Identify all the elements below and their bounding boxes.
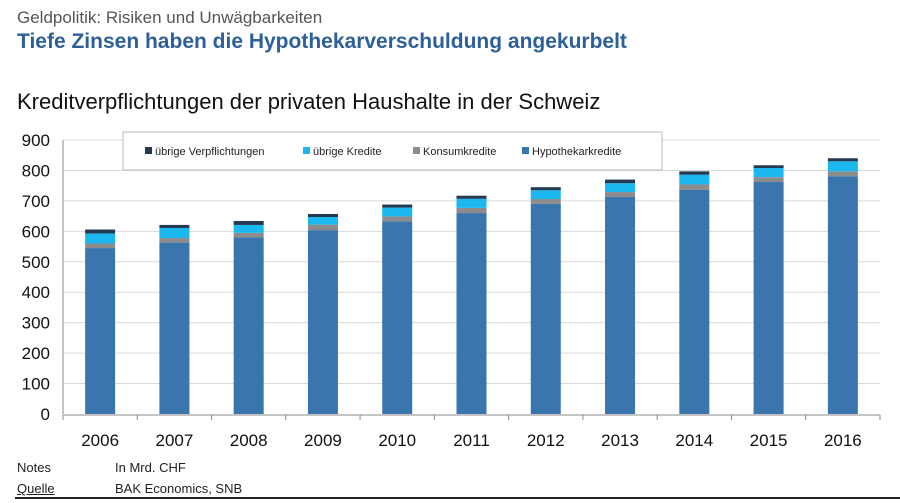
source-label: Quelle	[17, 481, 55, 496]
legend-label: Hypothekarkredite	[532, 146, 621, 158]
legend-swatch	[145, 147, 152, 154]
legend-swatch	[303, 147, 310, 154]
bar-segment-konsumkredite	[85, 243, 116, 249]
x-tick-label: 2006	[81, 431, 119, 450]
bar-segment-hypothekarkredite	[307, 230, 338, 414]
notes-label: Notes	[17, 460, 51, 475]
bar-segment-übrige-kredite	[753, 168, 784, 178]
bar-segment-konsumkredite	[827, 171, 858, 177]
x-tick-label: 2016	[824, 431, 862, 450]
bar-segment-konsumkredite	[605, 192, 636, 197]
bar-segment-hypothekarkredite	[605, 196, 636, 414]
x-tick-label: 2012	[527, 431, 565, 450]
y-tick-label: 600	[22, 222, 50, 241]
legend-swatch	[522, 147, 529, 154]
chart-title: Kreditverpflichtungen der privaten Haush…	[17, 89, 601, 114]
bar-segment-hypothekarkredite	[679, 189, 710, 414]
bar-segment-hypothekarkredite	[827, 176, 858, 414]
bar-segment-hypothekarkredite	[159, 242, 190, 414]
bar-segment-übrige-verpflichtungen	[753, 165, 784, 169]
bar-segment-konsumkredite	[679, 184, 710, 190]
bar-segment-übrige-kredite	[456, 198, 487, 208]
bar-segment-übrige-verpflichtungen	[456, 195, 487, 199]
legend-label: übrige Kredite	[313, 146, 382, 158]
bar-segment-hypothekarkredite	[85, 248, 116, 414]
legend-label: übrige Verpflichtungen	[155, 146, 264, 158]
bar-segment-konsumkredite	[307, 224, 338, 231]
x-tick-label: 2010	[378, 431, 416, 450]
bar-segment-hypothekarkredite	[233, 237, 264, 414]
bar-segment-übrige-verpflichtungen	[307, 213, 338, 218]
bar-segment-übrige-verpflichtungen	[382, 204, 413, 208]
x-tick-label: 2011	[453, 431, 490, 450]
x-tick-label: 2008	[230, 431, 268, 450]
bottom-rule	[15, 497, 900, 499]
bar-segment-konsumkredite	[753, 177, 784, 183]
bar-segment-übrige-kredite	[605, 183, 636, 193]
x-tick-label: 2013	[601, 431, 639, 450]
headline: Tiefe Zinsen haben die Hypothekarverschu…	[17, 30, 627, 53]
y-tick-label: 200	[22, 344, 50, 363]
bar-segment-übrige-verpflichtungen	[85, 229, 116, 234]
bar-segment-übrige-kredite	[233, 224, 264, 233]
bar-segment-hypothekarkredite	[456, 213, 487, 414]
bar-segment-übrige-kredite	[679, 174, 710, 185]
y-tick-label: 900	[22, 131, 50, 150]
y-tick-label: 400	[22, 283, 50, 302]
bar-segment-hypothekarkredite	[382, 221, 413, 414]
bar-segment-konsumkredite	[456, 207, 487, 214]
bar-segment-übrige-verpflichtungen	[679, 171, 710, 175]
legend-swatch	[413, 147, 420, 154]
bar-segment-konsumkredite	[159, 238, 190, 243]
y-tick-label: 0	[41, 405, 50, 424]
bar-segment-konsumkredite	[382, 216, 413, 222]
bar-segment-übrige-verpflichtungen	[233, 220, 264, 225]
y-tick-label: 300	[22, 314, 50, 333]
bar-segment-übrige-verpflichtungen	[530, 187, 561, 191]
bar-segment-übrige-verpflichtungen	[827, 158, 858, 162]
bar-segment-hypothekarkredite	[753, 182, 784, 414]
bar-segment-hypothekarkredite	[530, 203, 561, 414]
legend-label: Konsumkredite	[423, 146, 496, 158]
x-tick-label: 2014	[675, 431, 713, 450]
x-tick-label: 2009	[304, 431, 342, 450]
y-tick-label: 700	[22, 192, 50, 211]
bar-segment-übrige-kredite	[382, 207, 413, 217]
kicker: Geldpolitik: Risiken und Unwägbarkeiten	[17, 8, 323, 27]
bar-segment-übrige-verpflichtungen	[605, 179, 636, 184]
bar-segment-übrige-kredite	[827, 161, 858, 172]
x-tick-label: 2015	[750, 431, 788, 450]
bar-segment-übrige-kredite	[307, 217, 338, 225]
bar-segment-übrige-verpflichtungen	[159, 224, 190, 228]
bar-segment-übrige-kredite	[159, 227, 190, 239]
legend-box	[122, 131, 663, 171]
source-value: BAK Economics, SNB	[115, 481, 243, 496]
x-tick-label: 2007	[155, 431, 193, 450]
y-tick-label: 800	[22, 161, 50, 180]
bar-segment-konsumkredite	[233, 232, 264, 238]
bar-segment-übrige-kredite	[85, 233, 116, 244]
y-tick-label: 100	[22, 375, 50, 394]
bar-segment-konsumkredite	[530, 199, 561, 204]
bar-segment-übrige-kredite	[530, 190, 561, 200]
notes-value: In Mrd. CHF	[115, 460, 186, 475]
y-tick-label: 500	[22, 253, 50, 272]
